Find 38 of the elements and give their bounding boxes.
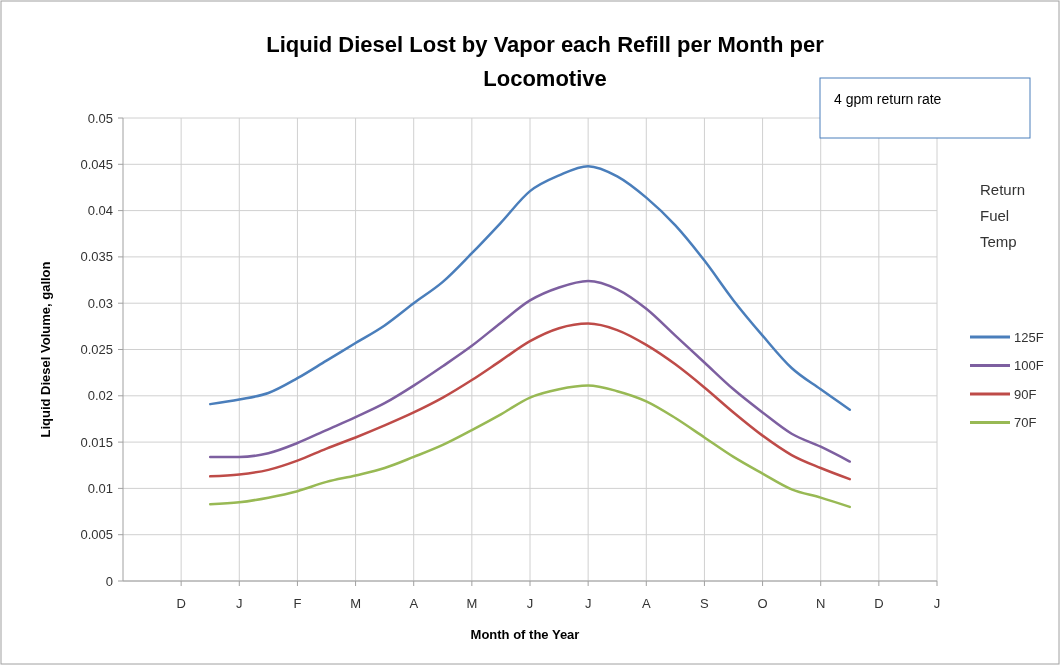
y-tick-label: 0.025 bbox=[80, 342, 113, 358]
x-tick-label: D bbox=[874, 596, 884, 611]
y-axis-title: Liquid Diesel Volume, gallon bbox=[38, 261, 53, 438]
line-series bbox=[208, 384, 852, 509]
line-series bbox=[208, 279, 852, 463]
legend-title: Return Fuel Temp bbox=[980, 181, 1026, 250]
x-tick-label: A bbox=[409, 596, 419, 611]
x-tick-label: O bbox=[757, 596, 768, 611]
y-tick-label: 0.04 bbox=[87, 203, 113, 219]
text: 4 gpm return rate bbox=[834, 91, 942, 107]
y-tick-label: 0.02 bbox=[87, 388, 113, 404]
x-tick-label: J bbox=[236, 596, 243, 611]
x-tick-label: A bbox=[641, 596, 651, 611]
y-tick-label: 0.005 bbox=[80, 527, 113, 543]
x-tick-label: J bbox=[584, 596, 592, 611]
x-tick-label: D bbox=[176, 596, 186, 611]
chart-title: Liquid Diesel Lost by Vapor each Refill per Month per Locomotive bbox=[266, 32, 825, 91]
x-tick-label: J bbox=[526, 596, 534, 611]
legend-label: 70F bbox=[1014, 415, 1037, 431]
legend-label: 125F bbox=[1014, 329, 1044, 345]
x-tick-label: S bbox=[700, 596, 710, 611]
y-tick-label: 0 bbox=[105, 573, 113, 589]
x-axis-title: Month of the Year bbox=[470, 627, 580, 642]
y-tick-label: 0.05 bbox=[87, 110, 113, 126]
legend-label: 100F bbox=[1014, 358, 1044, 374]
x-tick-label: N bbox=[816, 596, 826, 611]
line-series bbox=[208, 322, 852, 481]
y-tick-label: 0.035 bbox=[80, 249, 113, 265]
y-tick-label: 0.01 bbox=[87, 480, 113, 496]
x-tick-label: F bbox=[293, 596, 302, 611]
legend-label: 90F bbox=[1014, 386, 1037, 402]
y-tick-label: 0.03 bbox=[87, 295, 113, 311]
x-tick-label: M bbox=[350, 596, 361, 611]
y-tick-label: 0.015 bbox=[80, 434, 113, 450]
line-series bbox=[208, 164, 852, 411]
y-tick-label: 0.045 bbox=[80, 156, 113, 172]
x-tick-label: M bbox=[466, 596, 478, 611]
x-tick-label: J bbox=[933, 596, 941, 611]
